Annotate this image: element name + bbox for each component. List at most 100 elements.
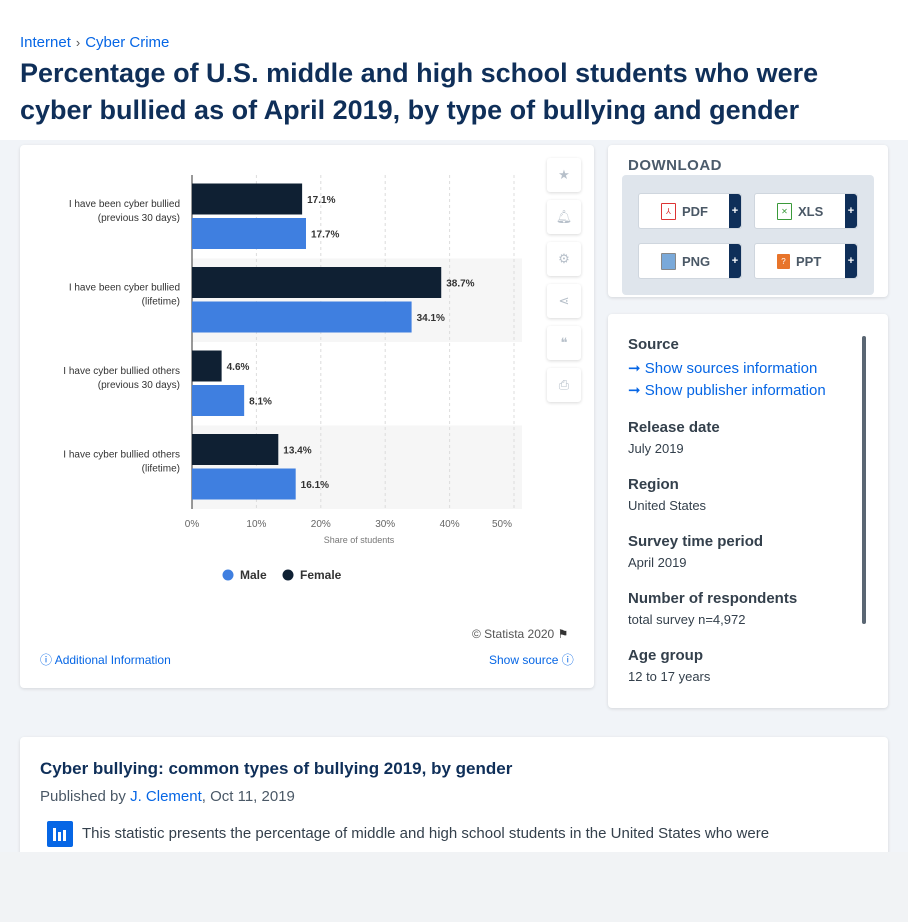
xls-label: XLS bbox=[798, 203, 824, 219]
region-value: United States bbox=[628, 498, 707, 513]
category-label: I have been cyber bullied bbox=[69, 283, 180, 294]
survey-period-value: April 2019 bbox=[628, 555, 687, 570]
x-tick-label: 30% bbox=[375, 519, 395, 530]
show-source-link[interactable]: Show source ⓘ bbox=[489, 651, 574, 668]
additional-info-label: Additional Information bbox=[54, 653, 171, 667]
plus-icon: + bbox=[845, 244, 857, 278]
release-date-label: Release date bbox=[628, 419, 720, 436]
download-card: DOWNLOAD ⅄ PDF + ✕ XLS + PNG + ? PPT + bbox=[608, 145, 888, 297]
article-byline: Published by J. Clement, Oct 11, 2019 bbox=[40, 788, 295, 805]
survey-period-label: Survey time period bbox=[628, 533, 764, 550]
bar-male bbox=[192, 385, 245, 416]
bar-female bbox=[192, 267, 442, 298]
source-label: Source bbox=[628, 336, 679, 353]
author-link[interactable]: J. Clement bbox=[130, 788, 202, 805]
article-title: Cyber bullying: common types of bullying… bbox=[40, 759, 513, 778]
category-label: (previous 30 days) bbox=[98, 213, 180, 224]
arrow-right-icon: ➞ bbox=[628, 360, 641, 377]
show-publisher-text: Show publisher information bbox=[644, 382, 826, 399]
notification-bell-icon[interactable]: 🔔︎ bbox=[547, 200, 581, 234]
source-info-card: Source ➞ Show sources information ➞ Show… bbox=[608, 314, 888, 708]
show-sources-text: Show sources information bbox=[644, 360, 818, 377]
age-group-value: 12 to 17 years bbox=[628, 669, 711, 684]
pdf-label: PDF bbox=[682, 203, 708, 219]
release-date-value: July 2019 bbox=[628, 441, 684, 456]
copyright-text: © Statista 2020 bbox=[472, 627, 555, 641]
data-label: 4.6% bbox=[227, 362, 250, 373]
ppt-file-icon: ? bbox=[777, 253, 790, 269]
x-tick-label: 0% bbox=[185, 519, 200, 530]
byline-prefix: Published by bbox=[40, 788, 131, 805]
bar-female bbox=[192, 350, 222, 382]
footer-strip bbox=[0, 852, 908, 922]
category-label: I have cyber bullied others bbox=[63, 450, 180, 461]
respondents-value: total survey n=4,972 bbox=[628, 612, 746, 627]
data-label: 16.1% bbox=[301, 480, 329, 491]
bar-male bbox=[192, 301, 412, 333]
plus-icon: + bbox=[845, 194, 857, 228]
download-title: DOWNLOAD bbox=[628, 157, 722, 174]
plus-icon: + bbox=[729, 194, 741, 228]
settings-gear-icon[interactable]: ⚙ bbox=[547, 242, 581, 276]
pdf-file-icon: ⅄ bbox=[661, 202, 676, 220]
data-label: 13.4% bbox=[283, 446, 311, 457]
info-scrollbar[interactable] bbox=[862, 336, 866, 624]
x-tick-label: 20% bbox=[311, 519, 331, 530]
bar-female bbox=[192, 434, 279, 465]
legend-marker-female bbox=[282, 569, 294, 581]
breadcrumb-cyber-crime[interactable]: Cyber Crime bbox=[85, 34, 170, 51]
breadcrumb-internet[interactable]: Internet bbox=[20, 34, 71, 51]
legend-label-male: Male bbox=[240, 568, 267, 582]
source-info-list: Source ➞ Show sources information ➞ Show… bbox=[628, 334, 864, 684]
respondents-label: Number of respondents bbox=[628, 590, 798, 607]
bar-male bbox=[192, 218, 306, 249]
legend-marker-male bbox=[222, 569, 234, 581]
x-axis-title: Share of students bbox=[324, 535, 395, 545]
show-sources-link[interactable]: ➞ Show sources information bbox=[628, 359, 864, 377]
citation-quote-icon[interactable]: ❝ bbox=[547, 326, 581, 360]
x-tick-label: 50% bbox=[492, 519, 512, 530]
publish-date: , Oct 11, 2019 bbox=[201, 788, 295, 805]
data-label: 17.7% bbox=[311, 230, 339, 241]
page-title: Percentage of U.S. middle and high schoo… bbox=[20, 58, 819, 125]
png-label: PNG bbox=[682, 253, 711, 269]
breadcrumb: Internet › Cyber Crime bbox=[20, 34, 169, 51]
download-xls-button[interactable]: ✕ XLS + bbox=[754, 193, 858, 229]
info-icon: ⓘ bbox=[40, 653, 53, 667]
share-icon[interactable]: ⋖ bbox=[547, 284, 581, 318]
ppt-label: PPT bbox=[796, 253, 822, 269]
show-source-label: Show source bbox=[489, 653, 559, 667]
x-tick-label: 40% bbox=[440, 519, 460, 530]
bar-female bbox=[192, 183, 303, 215]
article-description: This statistic presents the percentage o… bbox=[82, 825, 770, 842]
x-tick-label: 10% bbox=[246, 519, 266, 530]
bar-chart: 0% 10% 20% 30% 40% 50% Share of students 17.1% 1… bbox=[63, 175, 522, 582]
category-label: (previous 30 days) bbox=[98, 380, 180, 391]
download-png-button[interactable]: PNG + bbox=[638, 243, 742, 279]
bar-chart-icon bbox=[47, 821, 73, 847]
bar-male bbox=[192, 468, 296, 500]
favorite-star-icon[interactable]: ★ bbox=[547, 158, 581, 192]
download-options: ⅄ PDF + ✕ XLS + PNG + ? PPT + bbox=[622, 175, 874, 295]
print-icon[interactable]: ⎙ bbox=[547, 368, 581, 402]
category-label: (lifetime) bbox=[142, 297, 180, 308]
data-label: 38.7% bbox=[446, 279, 474, 290]
category-label: I have cyber bullied others bbox=[63, 366, 180, 377]
region-label: Region bbox=[628, 476, 679, 493]
flag-icon[interactable]: ⚑ bbox=[557, 627, 569, 641]
png-file-icon bbox=[661, 252, 676, 270]
download-pdf-button[interactable]: ⅄ PDF + bbox=[638, 193, 742, 229]
legend-label-female: Female bbox=[300, 568, 342, 582]
xls-file-icon: ✕ bbox=[777, 202, 792, 220]
additional-information-link[interactable]: ⓘ Additional Information bbox=[40, 651, 171, 668]
info-icon: ⓘ bbox=[561, 653, 574, 667]
chart-card bbox=[20, 145, 594, 688]
header-area: Internet › Cyber Crime Percentage of U.S. … bbox=[0, 0, 908, 140]
age-group-label: Age group bbox=[628, 647, 703, 664]
data-label: 34.1% bbox=[417, 313, 445, 324]
show-publisher-link[interactable]: ➞ Show publisher information bbox=[628, 381, 864, 399]
data-label: 8.1% bbox=[249, 397, 272, 408]
download-ppt-button[interactable]: ? PPT + bbox=[754, 243, 858, 279]
data-label: 17.1% bbox=[307, 195, 335, 206]
category-label: I have been cyber bullied bbox=[69, 199, 180, 210]
